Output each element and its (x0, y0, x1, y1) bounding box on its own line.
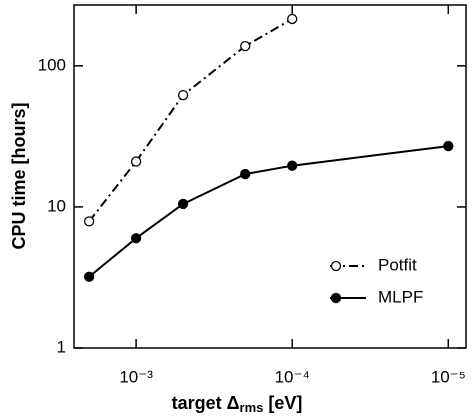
x-axis-title-unit: [eV] (263, 393, 302, 413)
data-point (130, 233, 142, 244)
x-tick-label: 10⁻⁵ (431, 367, 466, 386)
data-point (83, 271, 95, 282)
y-axis-title: CPU time [hours] (9, 102, 29, 249)
x-tick-label: 10⁻⁴ (275, 367, 310, 386)
legend-label: Potfit (378, 255, 417, 274)
legend-label: MLPF (378, 287, 423, 306)
x-axis-title: target Δrms [eV] (172, 393, 303, 416)
data-point (130, 156, 142, 167)
data-point (83, 216, 95, 227)
data-point (177, 198, 189, 210)
x-axis-title-main: target Δ (172, 393, 240, 413)
data-point (443, 140, 454, 152)
y-tick-label: 10 (47, 196, 66, 215)
legend-marker (330, 260, 342, 272)
data-point (240, 40, 251, 52)
plot-frame (73, 4, 467, 349)
data-point (287, 160, 298, 171)
data-point (177, 89, 189, 101)
x-axis-title-sub: rms (240, 400, 264, 415)
legend-marker (330, 292, 342, 304)
series-line (88, 18, 293, 222)
y-tick-label: 1 (57, 337, 66, 356)
y-tick-label: 100 (38, 55, 66, 74)
x-tick-label: 10⁻³ (119, 367, 153, 386)
series-line (88, 145, 449, 278)
data-point (287, 13, 298, 25)
data-point (240, 168, 251, 180)
